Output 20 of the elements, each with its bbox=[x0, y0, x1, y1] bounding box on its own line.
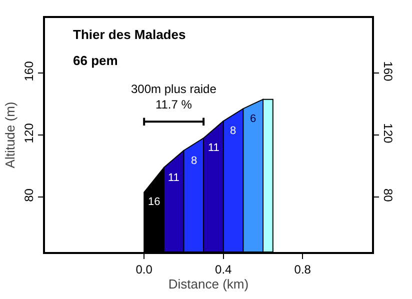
x-axis-title: Distance (km) bbox=[168, 276, 249, 292]
annotation: 6 bbox=[250, 113, 256, 125]
y2-tick-label: 80 bbox=[380, 188, 395, 202]
y-tick-label: 160 bbox=[22, 60, 36, 82]
x-tick-label: 0.0 bbox=[136, 262, 153, 276]
y-tick-label: 120 bbox=[22, 122, 36, 144]
text: 66 pem bbox=[73, 53, 118, 68]
annotation: 300m plus raide 11.7 % bbox=[131, 82, 217, 112]
y2-tick-label: 120 bbox=[380, 123, 395, 144]
y-tick-label: 80 bbox=[22, 188, 36, 202]
text: Thier des Malades bbox=[73, 27, 186, 42]
x-tick-label: 0.8 bbox=[294, 262, 312, 276]
annotation: 8 bbox=[191, 155, 198, 167]
annotation: 11 bbox=[168, 172, 180, 184]
y2-tick-label: 160 bbox=[380, 61, 395, 82]
y-axis-title: Altitude (m) bbox=[2, 102, 18, 168]
x-tick-label: 0.4 bbox=[215, 262, 232, 276]
annotation: 8 bbox=[230, 125, 236, 137]
annotation: 16 bbox=[148, 196, 160, 208]
annotation: 11 bbox=[208, 142, 220, 154]
